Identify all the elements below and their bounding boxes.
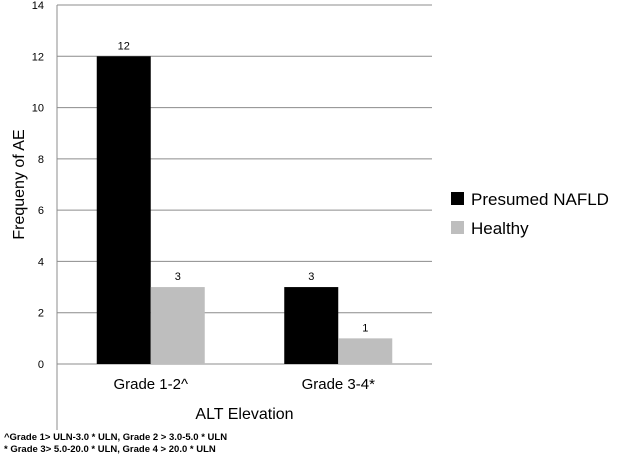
- bar-chart: 0 2 4 6 8 10 12 14 12 3 Grade 1-2^ 3 1 Grade 3-4* ALT …: [11, 0, 609, 430]
- footnote-grade-3-4: * Grade 3> 5.0-20.0 * ULN, Grade 4 > 20.…: [4, 444, 216, 455]
- y-tick-label: 12: [32, 51, 44, 63]
- y-axis-title: Frequeny of AE: [11, 129, 28, 239]
- bar: [338, 338, 393, 364]
- data-label: 12: [118, 40, 130, 52]
- x-tick-label: Grade 1-2^: [113, 376, 188, 393]
- data-label: 3: [175, 271, 181, 283]
- footnotes: ^Grade 1> ULN-3.0 * ULN, Grade 2 > 3.0-5…: [4, 432, 227, 456]
- y-tick-label: 4: [38, 256, 44, 268]
- y-tick-label: 14: [32, 0, 44, 12]
- bar: [284, 287, 339, 364]
- y-tick-label: 6: [38, 205, 44, 217]
- bar: [96, 56, 151, 365]
- y-tick-label: 10: [32, 103, 44, 115]
- x-axis-title: ALT Elevation: [195, 406, 293, 423]
- data-label: 1: [362, 322, 368, 334]
- bar: [150, 287, 205, 364]
- y-tick-label: 0: [38, 359, 44, 371]
- legend-swatch: [451, 221, 464, 234]
- legend-label: Presumed NAFLD: [471, 190, 609, 209]
- y-tick-label: 2: [38, 308, 44, 320]
- data-label: 3: [308, 271, 314, 283]
- x-tick-label: Grade 3-4*: [302, 376, 376, 393]
- legend-swatch: [451, 192, 464, 205]
- footnote-grade-1-2: ^Grade 1> ULN-3.0 * ULN, Grade 2 > 3.0-5…: [4, 432, 228, 443]
- legend-label: Healthy: [471, 219, 529, 238]
- y-tick-label: 8: [38, 154, 44, 166]
